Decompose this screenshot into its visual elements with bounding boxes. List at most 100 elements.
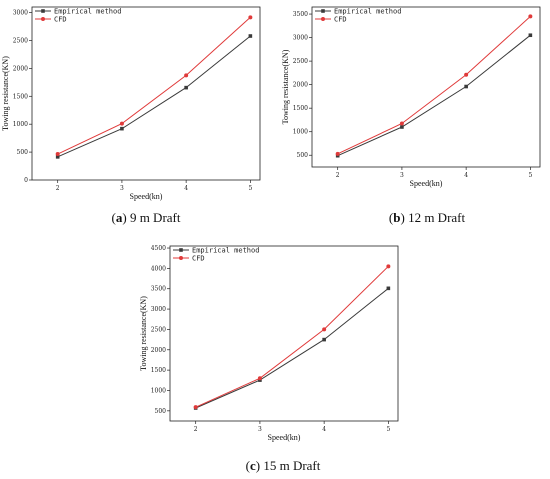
legend-label-cfd: CFD	[334, 15, 347, 23]
data-point-cfd	[248, 15, 253, 20]
data-point-cfd	[386, 264, 391, 269]
chart-caption: (a) 9 m Draft	[112, 210, 181, 225]
legend-marker-cfd	[179, 256, 183, 260]
y-tick-label: 3500	[293, 11, 308, 18]
series-line-empirical-method	[195, 287, 389, 409]
data-point-cfd	[335, 151, 340, 156]
x-tick-label: 5	[528, 172, 532, 179]
data-point-empirical-method	[528, 33, 533, 38]
y-tick-label: 1000	[151, 387, 166, 394]
data-point-empirical-method	[400, 125, 404, 129]
data-point-cfd	[119, 121, 124, 126]
data-point-empirical-method	[55, 155, 60, 159]
legend-marker-cfd	[321, 17, 325, 21]
y-tick-label: 3500	[151, 286, 166, 293]
x-tick-label: 3	[120, 185, 124, 192]
caption-paren-close: )	[256, 458, 260, 473]
legend-label-empirical-method: Empirical method	[334, 7, 401, 15]
caption-paren-open: (	[112, 210, 116, 225]
y-tick-label: 2500	[13, 37, 28, 44]
legend-label-empirical-method: Empirical method	[54, 7, 121, 15]
x-tick-label: 5	[248, 185, 252, 192]
y-tick-label: 2000	[13, 65, 28, 72]
legend-label-cfd: CFD	[192, 254, 205, 262]
y-tick-label: 500	[155, 408, 167, 415]
data-point-cfd	[464, 72, 469, 77]
x-axis-label: Speed(kn)	[130, 192, 163, 201]
x-axis-label: Speed(kn)	[268, 433, 301, 442]
series-line-cfd	[195, 265, 389, 408]
y-tick-label: 0	[24, 177, 28, 184]
data-point-empirical-method	[464, 84, 468, 89]
series-line-cfd	[57, 16, 251, 155]
y-tick-label: 500	[17, 149, 29, 156]
series-line-empirical-method	[57, 35, 251, 158]
plot-frame	[311, 6, 541, 168]
data-point-empirical-method	[120, 126, 124, 131]
data-point-cfd	[55, 152, 60, 157]
y-tick-label: 1000	[293, 129, 308, 136]
caption-letter: a	[116, 210, 123, 225]
y-tick-label: 1500	[293, 105, 308, 112]
legend-marker-cfd	[41, 17, 45, 21]
x-tick-label: 2	[56, 185, 60, 192]
y-tick-label: 4000	[151, 265, 166, 272]
chart-caption: (c) 15 m Draft	[246, 458, 321, 473]
y-tick-label: 500	[297, 152, 309, 159]
y-axis-label: Towing resistance(KN)	[139, 296, 148, 371]
chart-a: 0 500 1000 1500 2000 2500 3000 2 3 4 5 Speed(kn) Tow…	[1, 6, 261, 225]
data-point-empirical-method	[322, 337, 326, 342]
y-tick-label: 3000	[151, 306, 166, 313]
x-tick-label: 3	[400, 172, 404, 179]
chart-b: 500 1000 1500 2000 2500 3000 3500 2 3 4 5 Speed(kn)…	[281, 6, 541, 225]
y-tick-label: 2500	[151, 326, 166, 333]
data-point-cfd	[528, 14, 533, 19]
y-axis-label: Towing resistance(KN)	[281, 49, 290, 124]
chart-c: 500 1000 1500 2000 2500 3000 3500 4000 4500 2 3 4 5 S…	[139, 245, 399, 473]
caption-text: 12 m Draft	[405, 210, 466, 225]
y-tick-label: 3000	[13, 10, 28, 17]
y-tick-label: 2000	[151, 347, 166, 354]
data-point-empirical-method	[248, 34, 253, 38]
series-line-empirical-method	[337, 34, 531, 157]
x-axis-label: Speed(kn)	[410, 179, 443, 188]
data-point-cfd	[257, 376, 262, 381]
x-tick-label: 4	[464, 172, 468, 179]
x-tick-label: 4	[322, 426, 326, 433]
y-tick-label: 2000	[293, 82, 308, 89]
data-point-empirical-method	[184, 85, 188, 90]
caption-paren-close: )	[122, 210, 126, 225]
data-point-cfd	[184, 73, 189, 78]
caption-letter: b	[393, 210, 400, 225]
caption-paren-open: (	[246, 458, 250, 473]
legend-label-empirical-method: Empirical method	[192, 246, 259, 254]
x-tick-label: 3	[258, 426, 262, 433]
series-line-cfd	[337, 16, 531, 155]
y-axis-label: Towing resistance(KN)	[1, 56, 10, 131]
y-tick-label: 1000	[13, 121, 28, 128]
caption-text: 9 m Draft	[127, 210, 181, 225]
y-tick-label: 4500	[151, 245, 166, 252]
plot-frame	[169, 245, 399, 422]
data-point-empirical-method	[386, 286, 391, 291]
data-point-cfd	[193, 405, 198, 410]
caption-text: 15 m Draft	[260, 458, 321, 473]
legend-label-cfd: CFD	[54, 15, 67, 23]
legend-marker-empirical-method	[41, 9, 45, 13]
caption-letter: c	[250, 458, 256, 473]
y-tick-label: 1500	[151, 367, 166, 374]
legend-marker-empirical-method	[179, 248, 183, 252]
chart-caption: (b) 12 m Draft	[389, 210, 466, 225]
y-tick-label: 2500	[293, 58, 308, 65]
data-point-cfd	[399, 121, 404, 126]
x-tick-label: 4	[184, 185, 188, 192]
y-tick-label: 1500	[13, 93, 28, 100]
y-tick-label: 3000	[293, 35, 308, 42]
caption-paren-open: (	[389, 210, 393, 225]
data-point-cfd	[322, 327, 327, 332]
x-tick-label: 5	[386, 426, 390, 433]
caption-paren-close: )	[400, 210, 404, 225]
x-tick-label: 2	[194, 426, 198, 433]
legend-marker-empirical-method	[321, 9, 325, 13]
